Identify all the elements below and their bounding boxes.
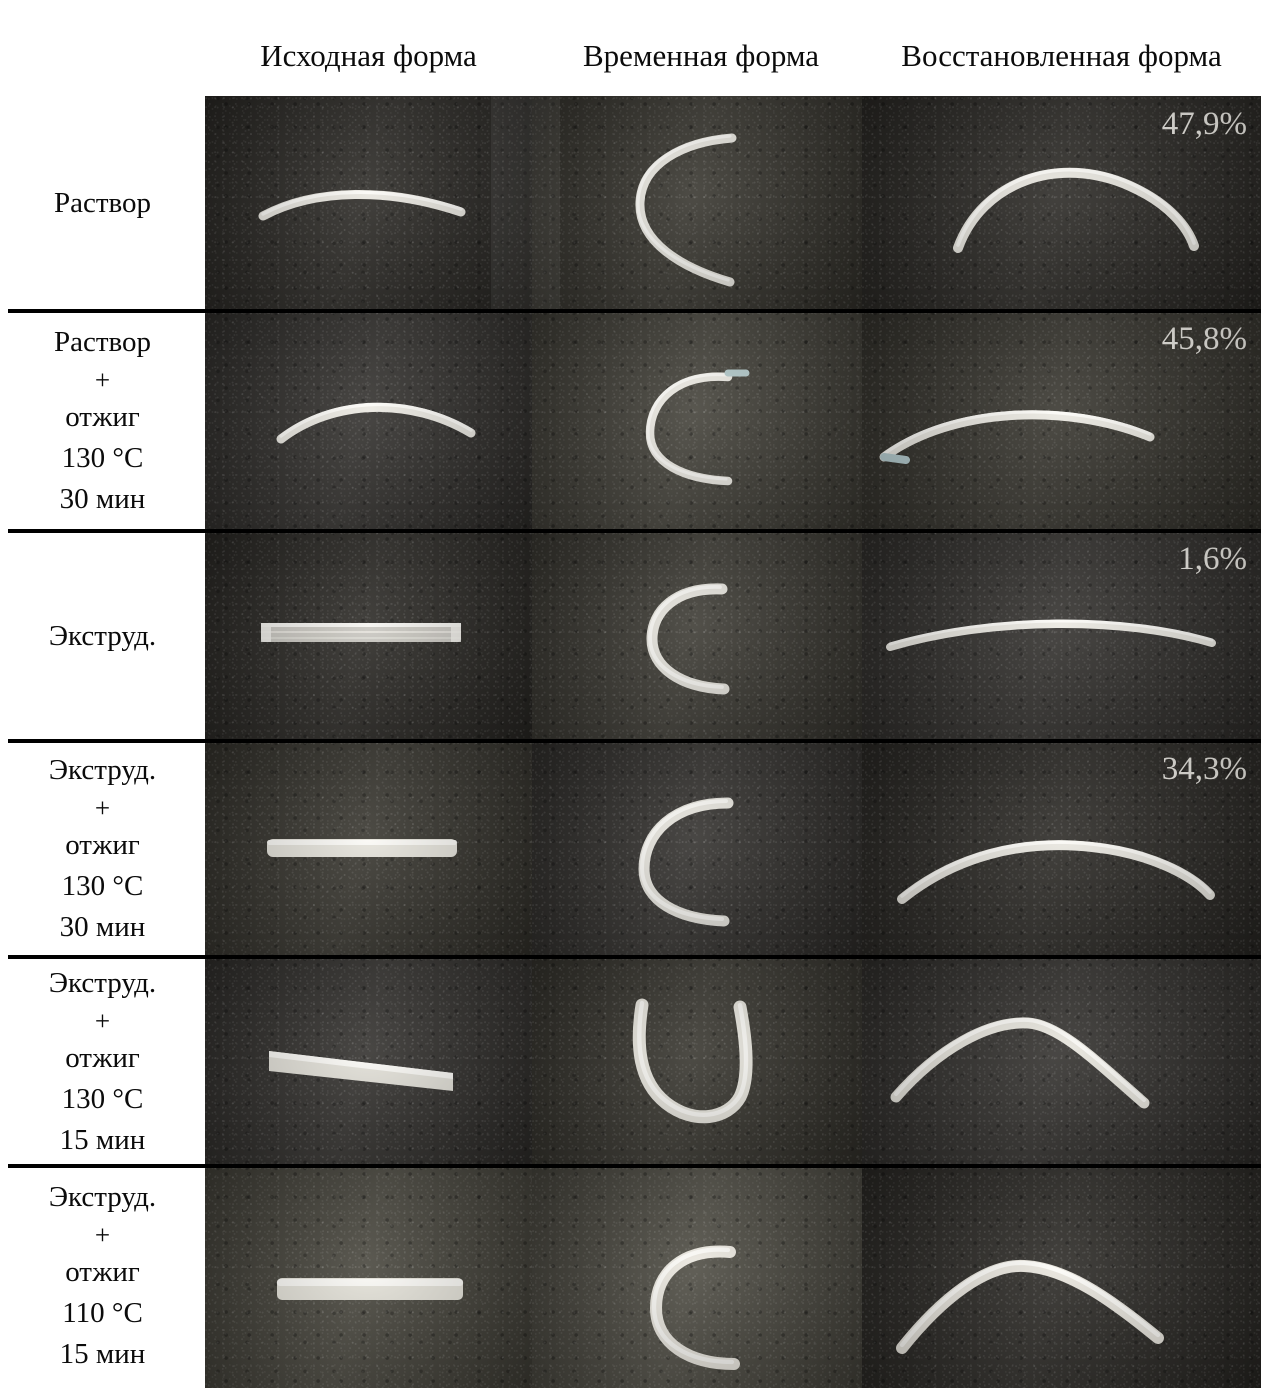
row-label-line: Экструд. xyxy=(48,619,157,652)
specimen-u-bend xyxy=(532,311,862,531)
row-label-extruded-anneal-130-30: Экструд. + отжиг 130 °C 30 мин xyxy=(0,741,205,957)
specimen-shallow-arch xyxy=(862,311,1261,531)
recovery-percent-extruded: 1,6% xyxy=(1178,541,1247,577)
row-divider-3 xyxy=(8,739,1261,743)
row-divider-2 xyxy=(8,529,1261,533)
row-label-solution: Раствор xyxy=(0,96,205,311)
photo-temporary-extruded-anneal-130-15 xyxy=(532,957,862,1166)
photo-temporary-extruded-anneal-110-15 xyxy=(532,1166,862,1388)
specimen-shallow-arch xyxy=(862,741,1261,957)
row-label-line: 130 °C xyxy=(61,870,144,902)
photo-temporary-extruded-anneal-130-30 xyxy=(532,741,862,957)
row-label-line: Экструд. xyxy=(48,754,157,786)
photo-row-solution: 47,9% xyxy=(205,96,1261,311)
row-label-line: + xyxy=(94,365,111,395)
specimen-straight-strip-tilted xyxy=(205,957,532,1166)
row-label-extruded-anneal-110-15: Экструд. + отжиг 110 °C 15 мин xyxy=(0,1166,205,1386)
row-label-line: 30 мин xyxy=(59,483,146,515)
row-label-solution-anneal-130-30: Раствор + отжиг 130 °C 30 мин xyxy=(0,311,205,531)
row-label-line: + xyxy=(94,793,111,823)
row-label-line: 130 °C xyxy=(61,1082,144,1115)
row-label-line: + xyxy=(94,1005,111,1036)
photo-recovered-solution-anneal-130-30: 45,8% xyxy=(862,311,1261,531)
specimen-peaked-arch xyxy=(862,1166,1261,1388)
photo-row-extruded-anneal-130-30: 34,3% xyxy=(205,741,1261,957)
photo-row-solution-anneal-130-30: 45,8% xyxy=(205,311,1261,531)
photo-original-extruded-anneal-110-15 xyxy=(205,1166,532,1388)
column-header-recovered: Восстановленная форма xyxy=(901,38,1222,73)
specimen-slightly-arched-rod xyxy=(205,96,532,311)
row-label-line: Экструд. xyxy=(48,1181,157,1213)
row-label-line: 110 °C xyxy=(62,1297,143,1329)
row-label-line: 30 мин xyxy=(59,911,146,943)
specimen-straight-strip xyxy=(205,1166,532,1388)
row-divider-1 xyxy=(8,309,1261,313)
row-label-line: Раствор xyxy=(53,187,152,219)
specimen-tight-u-bend xyxy=(532,531,862,741)
column-header-row: Исходная форма Временная форма Восстанов… xyxy=(0,34,1261,82)
specimen-slightly-arched-rod xyxy=(205,311,532,531)
photo-recovered-extruded: 1,6% xyxy=(862,531,1261,741)
row-label-line: отжиг xyxy=(65,829,140,861)
specimen-strong-arch xyxy=(862,96,1261,311)
specimen-straight-strip xyxy=(205,741,532,957)
photo-row-extruded-anneal-130-15 xyxy=(205,957,1261,1166)
photo-original-solution xyxy=(205,96,532,311)
row-label-line: отжиг xyxy=(65,1256,140,1288)
photo-recovered-solution: 47,9% xyxy=(862,96,1261,311)
row-divider-5 xyxy=(8,1164,1261,1168)
column-header-original: Исходная форма xyxy=(260,38,477,73)
specimen-peaked-arch xyxy=(862,957,1261,1166)
row-label-column: Раствор Раствор + отжиг 130 °C 30 мин Эк… xyxy=(0,0,205,1398)
specimen-u-bend xyxy=(532,741,862,957)
photo-original-solution-anneal-130-30 xyxy=(205,311,532,531)
photo-recovered-extruded-anneal-130-30: 34,3% xyxy=(862,741,1261,957)
row-label-line: + xyxy=(94,1220,111,1250)
recovery-percent-solution: 47,9% xyxy=(1161,106,1247,142)
photo-row-extruded: 1,6% xyxy=(205,531,1261,741)
row-label-extruded: Экструд. xyxy=(0,531,205,741)
specimen-straight-ribbed-strip xyxy=(205,531,532,741)
row-divider-4 xyxy=(8,955,1261,959)
photo-temporary-extruded xyxy=(532,531,862,741)
specimen-u-bend xyxy=(532,1166,862,1388)
row-label-line: 15 мин xyxy=(59,1123,146,1156)
photo-original-extruded-anneal-130-30 xyxy=(205,741,532,957)
photo-temporary-solution xyxy=(532,96,862,311)
specimen-u-bend xyxy=(532,957,862,1166)
photo-recovered-extruded-anneal-110-15 xyxy=(862,1166,1261,1388)
recovery-percent-solution-anneal-130-30: 45,8% xyxy=(1161,321,1247,357)
photo-temporary-solution-anneal-130-30 xyxy=(532,311,862,531)
row-label-line: Раствор xyxy=(53,326,152,358)
row-label-line: 15 мин xyxy=(59,1338,146,1370)
row-label-extruded-anneal-130-15: Экструд. + отжиг 130 °C 15 мин xyxy=(0,957,205,1166)
row-label-line: 130 °C xyxy=(61,442,144,474)
specimen-u-bend xyxy=(532,96,862,311)
photo-row-extruded-anneal-110-15 xyxy=(205,1166,1261,1388)
column-header-temporary: Временная форма xyxy=(582,38,820,73)
photo-original-extruded-anneal-130-15 xyxy=(205,957,532,1166)
photo-original-extruded xyxy=(205,531,532,741)
specimen-nearly-straight xyxy=(862,531,1261,741)
photo-recovered-extruded-anneal-130-15 xyxy=(862,957,1261,1166)
recovery-percent-extruded-anneal-130-30: 34,3% xyxy=(1161,751,1247,787)
row-label-line: отжиг xyxy=(65,1041,140,1074)
row-label-line: отжиг xyxy=(65,401,140,433)
row-label-line: Экструд. xyxy=(48,966,157,999)
